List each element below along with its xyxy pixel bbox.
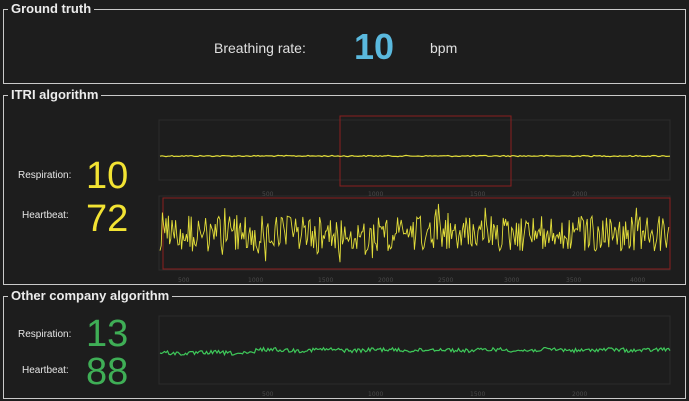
other-signal-trace xyxy=(159,346,671,357)
ground-truth-panel: Ground truth Breathing rate: 10 bpm xyxy=(3,1,686,84)
svg-text:500: 500 xyxy=(262,191,274,198)
itri-algorithm-panel: ITRI algorithm Respiration: 10 Heartbeat… xyxy=(3,87,686,285)
svg-text:2000: 2000 xyxy=(572,191,587,198)
svg-text:500: 500 xyxy=(262,391,274,398)
svg-text:1500: 1500 xyxy=(318,277,333,284)
itri-heartbeat-trace xyxy=(159,203,670,263)
svg-text:1500: 1500 xyxy=(470,391,485,398)
itri-heartbeat-label: Heartbeat: xyxy=(22,210,69,221)
breathing-rate-value: 10 xyxy=(354,26,395,67)
itri-respiration-plot-frame xyxy=(158,119,671,181)
svg-text:1000: 1000 xyxy=(368,191,383,198)
breathing-rate-label: Breathing rate: xyxy=(214,40,306,56)
other-company-title: Other company algorithm xyxy=(8,288,173,304)
svg-text:1000: 1000 xyxy=(248,277,263,284)
itri-heartbeat-highlight-box xyxy=(162,197,671,270)
itri-respiration-highlight-box xyxy=(339,115,512,187)
other-respiration-value: 13 xyxy=(86,313,129,355)
svg-text:4000: 4000 xyxy=(630,277,645,284)
breathing-rate-unit: bpm xyxy=(430,40,458,56)
itri-x-ticks: 500 1000 1500 2000 500 1000 1500 2000 25… xyxy=(178,191,645,284)
other-respiration-label: Respiration: xyxy=(18,329,72,340)
other-heartbeat-value: 88 xyxy=(86,351,129,393)
svg-text:2000: 2000 xyxy=(572,391,587,398)
svg-text:2500: 2500 xyxy=(438,277,453,284)
svg-text:1500: 1500 xyxy=(470,191,485,198)
other-heartbeat-label: Heartbeat: xyxy=(22,365,69,376)
svg-text:3000: 3000 xyxy=(504,277,519,284)
itri-respiration-label: Respiration: xyxy=(18,170,72,181)
itri-respiration-value: 10 xyxy=(86,155,129,197)
itri-heartbeat-value: 72 xyxy=(86,198,129,240)
svg-text:3500: 3500 xyxy=(566,277,581,284)
itri-algorithm-title: ITRI algorithm xyxy=(8,87,102,103)
itri-respiration-trace xyxy=(159,154,671,158)
ground-truth-title: Ground truth xyxy=(8,1,95,17)
other-company-panel: Other company algorithm Respiration: 13 … xyxy=(3,288,686,399)
svg-text:1000: 1000 xyxy=(368,391,383,398)
other-x-ticks: 500 1000 1500 2000 xyxy=(262,391,587,398)
svg-text:2000: 2000 xyxy=(378,277,393,284)
svg-text:500: 500 xyxy=(178,277,190,284)
